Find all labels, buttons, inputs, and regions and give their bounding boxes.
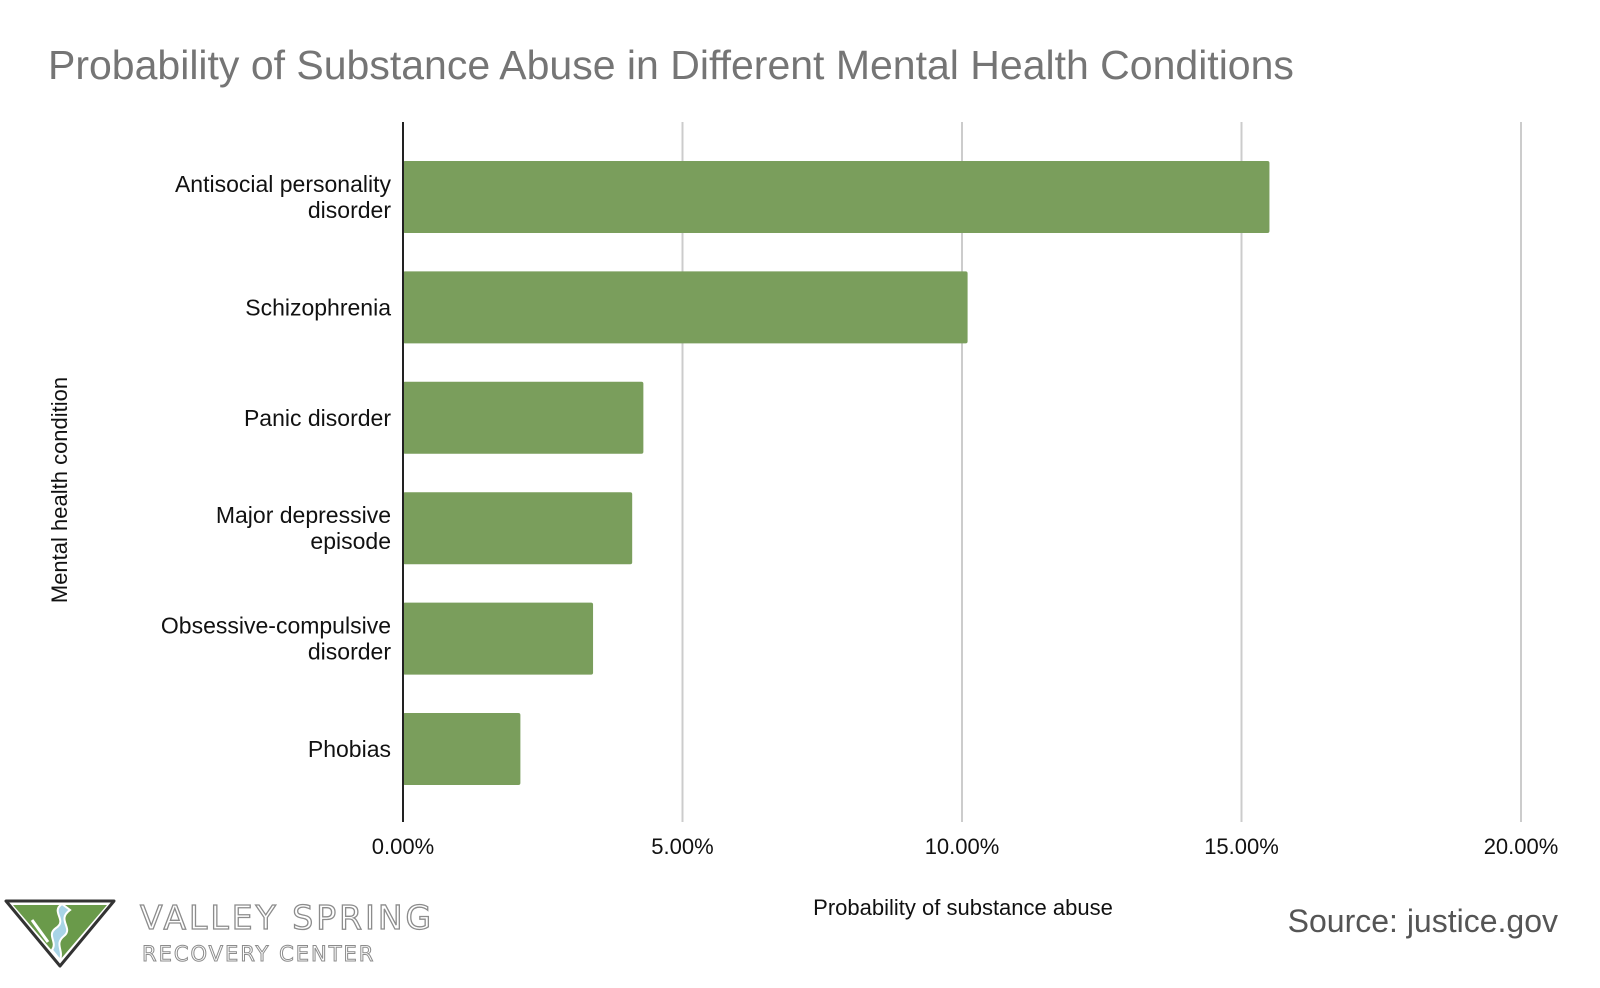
logo-icon (4, 899, 116, 968)
x-tick-label: 15.00% (1204, 834, 1279, 859)
gridlines (681, 122, 1522, 822)
x-axis-title: Probability of substance abuse (813, 895, 1113, 920)
y-axis-title: Mental health condition (47, 376, 72, 604)
x-tick-label: 0.00% (372, 834, 434, 859)
logo-line-2: RECOVERY CENTER (141, 942, 376, 967)
y-category-label: Antisocial personality disorder (175, 171, 392, 223)
x-tick-label: 20.00% (1484, 834, 1559, 859)
bar (403, 492, 633, 565)
axis-labels: 0.00% 5.00% 10.00% 15.00% 20.00% Antisocial p… (161, 171, 1558, 859)
source-note: Source: justice.gov (1287, 903, 1558, 939)
bar (403, 271, 968, 344)
bars (403, 161, 1270, 785)
logo-line-1: VALLEY SPRING (139, 897, 435, 937)
bar (403, 602, 594, 675)
y-category-label: Panic disorder (244, 405, 391, 431)
x-tick-label: 5.00% (651, 834, 713, 859)
bar-chart: 0.00% 5.00% 10.00% 15.00% 20.00% Antisocial p… (161, 122, 1558, 859)
bar (403, 161, 1270, 233)
x-tick-label: 10.00% (925, 834, 1000, 859)
y-category-label: Obsessive-compulsive disorder (161, 613, 391, 665)
y-category-label: Schizophrenia (245, 294, 391, 320)
bar (403, 381, 644, 454)
valley-spring-logo: VALLEY SPRING RECOVERY CENTER (4, 897, 474, 978)
y-category-label: Phobias (308, 736, 391, 762)
chart-title: Probability of Substance Abuse in Differ… (48, 42, 1294, 88)
bar (403, 713, 521, 785)
y-category-label: Major depressive episode (216, 502, 391, 554)
